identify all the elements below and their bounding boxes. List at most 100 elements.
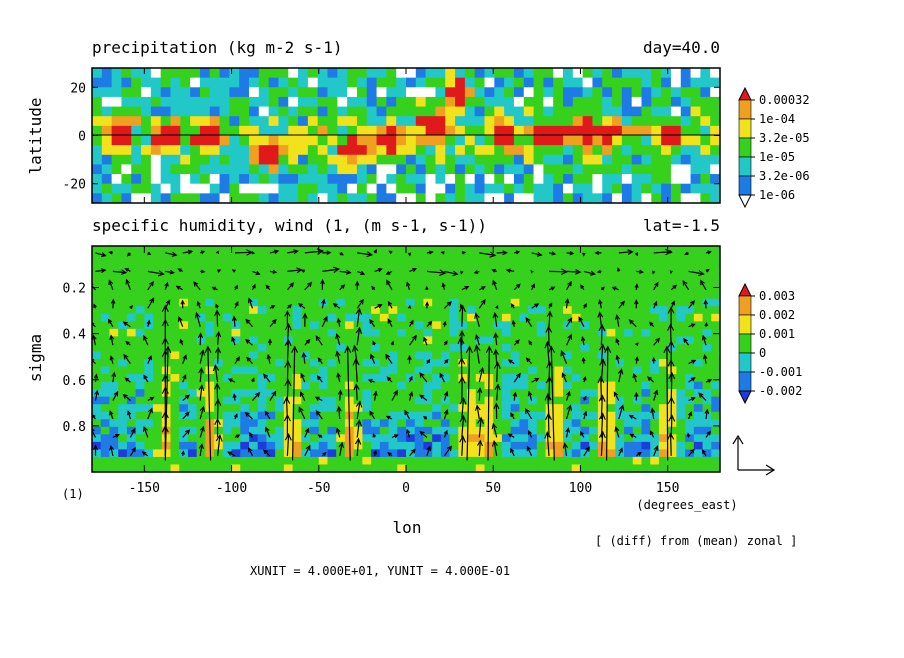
humidity-cell	[188, 374, 197, 382]
humidity-cell	[127, 367, 136, 375]
precip-cell	[337, 78, 347, 88]
precip-cell	[406, 78, 416, 88]
humidity-cell	[676, 284, 685, 292]
precip-cell	[269, 155, 279, 165]
precip-cell	[328, 184, 338, 194]
humidity-cell	[694, 306, 703, 314]
humidity-cell	[450, 276, 459, 284]
precip-cell	[249, 136, 259, 146]
precip-cell	[494, 136, 504, 146]
humidity-cell	[345, 397, 354, 405]
humidity-cell	[171, 351, 180, 359]
precip-cell	[141, 68, 151, 78]
humidity-cell	[607, 314, 616, 322]
precip-cell	[445, 116, 455, 126]
humidity-cell	[432, 359, 441, 367]
humidity-cell	[310, 419, 319, 427]
humidity-cell	[406, 404, 415, 412]
humidity-cell	[624, 306, 633, 314]
humidity-cell	[179, 457, 188, 465]
humidity-cell	[127, 389, 136, 397]
humidity-cell	[415, 314, 424, 322]
humidity-cell	[607, 276, 616, 284]
humidity-cell	[432, 299, 441, 307]
precip-cell	[269, 68, 279, 78]
humidity-cell	[205, 389, 214, 397]
humidity-cell	[232, 442, 241, 450]
humidity-cell	[668, 389, 677, 397]
humidity-cell	[633, 434, 642, 442]
humidity-cell	[362, 389, 371, 397]
humidity-cell	[249, 314, 258, 322]
humidity-cell	[345, 382, 354, 390]
humidity-cell	[136, 434, 145, 442]
precip-cell	[534, 87, 544, 97]
humidity-cell	[502, 261, 511, 269]
humidity-cell	[354, 261, 363, 269]
precip-cell	[396, 78, 406, 88]
precip-cell	[543, 155, 553, 165]
precip-cell	[121, 97, 131, 107]
humidity-cell	[301, 367, 310, 375]
humidity-cell	[519, 306, 528, 314]
precip-cell	[347, 136, 357, 146]
precip-cell	[710, 78, 720, 88]
humidity-cell	[580, 434, 589, 442]
humidity-cell	[179, 419, 188, 427]
humidity-cell	[249, 344, 258, 352]
precip-cell	[151, 78, 161, 88]
humidity-cell	[179, 306, 188, 314]
precip-cell	[485, 174, 495, 184]
precip-cell	[92, 87, 102, 97]
humidity-cell	[607, 306, 616, 314]
humidity-cell	[546, 291, 555, 299]
precip-cell	[504, 155, 514, 165]
humidity-cell	[624, 344, 633, 352]
precip-cell	[573, 136, 583, 146]
humidity-cell	[615, 261, 624, 269]
humidity-cell	[171, 419, 180, 427]
precip-cell	[249, 184, 259, 194]
humidity-cell	[528, 276, 537, 284]
humidity-cell	[362, 382, 371, 390]
humidity-cell	[223, 269, 232, 277]
precip-cell	[592, 116, 602, 126]
humidity-cell	[659, 321, 668, 329]
precip-cell	[553, 184, 563, 194]
precip-cell	[112, 87, 122, 97]
humidity-cell	[118, 284, 127, 292]
humidity-cell	[642, 412, 651, 420]
precip-cell	[220, 155, 230, 165]
humidity-cell	[694, 404, 703, 412]
humidity-cell	[240, 261, 249, 269]
humidity-cell	[293, 284, 302, 292]
precip-cell	[494, 193, 504, 203]
precip-cell	[661, 155, 671, 165]
humidity-cell	[258, 314, 267, 322]
precip-cell	[406, 136, 416, 146]
humidity-cell	[589, 329, 598, 337]
precip-cell	[524, 145, 534, 155]
precip-cell	[92, 78, 102, 88]
precip-cell	[524, 193, 534, 203]
precip-cell	[190, 164, 200, 174]
humidity-cell	[136, 276, 145, 284]
precip-cell	[259, 145, 269, 155]
humidity-cell	[694, 374, 703, 382]
precip-cell	[691, 164, 701, 174]
precip-cell	[612, 164, 622, 174]
humidity-cell	[380, 246, 389, 254]
humidity-cell	[223, 419, 232, 427]
precip-cell	[180, 136, 190, 146]
humidity-cell	[109, 382, 118, 390]
humidity-cell	[607, 427, 616, 435]
humidity-cell	[162, 254, 171, 262]
humidity-cell	[136, 419, 145, 427]
precip-cell	[563, 107, 573, 117]
precip-cell	[681, 78, 691, 88]
precip-cell	[357, 78, 367, 88]
precip-cell	[553, 193, 563, 203]
humidity-cell	[423, 306, 432, 314]
humidity-cell	[676, 314, 685, 322]
humidity-cell	[615, 457, 624, 465]
